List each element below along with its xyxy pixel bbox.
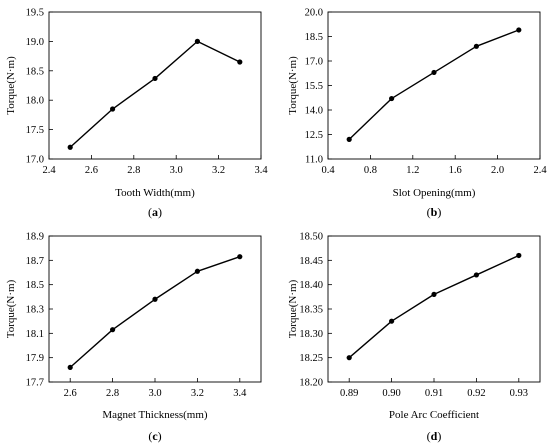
data-point [110,106,116,112]
plot-frame [48,235,262,383]
plot-frame [48,11,262,160]
data-point [152,296,158,302]
panel-b: 0.4 0.8 1.2 1.6 2.0 2.4 11.0 12.5 14.0 15.5 17.0 18… [287,8,547,220]
x-tick-label: 1.2 [406,165,419,176]
y-tick-label: 18.7 [26,256,44,267]
data-point [473,272,479,278]
data-point [389,95,395,102]
series-line [69,40,241,148]
data-point [516,27,522,33]
y-tick-label: 17.5 [26,125,44,136]
series-line [69,256,241,368]
data-point [431,69,437,76]
y-axis-title: Torque(N·m) [287,56,299,115]
y-tick-label: 18.25 [299,353,323,364]
data-point [346,355,352,361]
y-tick-label: 18.5 [26,280,44,291]
y-tick-label: 11.0 [305,155,323,166]
x-tick-label: 2.8 [106,388,119,399]
x-tick-label: 0.89 [340,388,358,399]
panel-label: (a) [148,205,162,219]
x-tick-label: 1.6 [449,165,462,176]
x-tick-label: 3.0 [148,388,161,399]
x-tick-label: 0.93 [510,388,528,399]
y-tick-label: 18.30 [299,329,323,340]
data-point [431,291,437,297]
y-tick-label: 18.3 [26,305,44,316]
y-tick-label: 14.0 [305,106,323,117]
data-point [389,318,395,324]
y-tick-label: 17.0 [26,155,44,166]
x-tick-label: 2.6 [85,165,98,176]
x-axis-title: Magnet Thickness(mm) [102,409,208,421]
y-axis-title: Torque(N·m) [287,279,299,338]
data-point [346,136,352,142]
y-tick-label: 18.35 [299,305,323,316]
data-point [516,252,522,259]
x-axis-title: Pole Arc Coefficient [389,409,479,421]
panel-label: (c) [148,429,161,443]
y-tick-label: 18.20 [299,378,323,389]
y-tick-label: 18.5 [26,66,44,77]
data-point [237,254,243,260]
data-point [110,327,116,333]
x-tick-label: 0.8 [364,165,377,176]
series-line [348,254,520,359]
data-point [194,38,200,45]
panel-a: 2.4 2.6 2.8 3.0 3.2 3.4 17.0 17.5 18.0 18.5 19.0 19… [5,8,268,220]
x-tick-label: 0.4 [321,165,335,176]
plot-frame [327,235,541,383]
x-tick-label: 3.0 [170,165,183,176]
data-point [237,59,243,65]
data-point [67,144,73,150]
data-point [473,43,479,49]
y-tick-label: 20.0 [305,8,323,19]
panel-label: (b) [427,205,442,219]
y-axis-title: Torque(N·m) [5,279,17,338]
x-tick-label: 2.4 [533,165,547,176]
y-tick-label: 18.50 [299,232,323,243]
x-tick-label: 0.90 [382,388,400,399]
x-tick-label: 3.2 [191,388,204,399]
x-tick-label: 2.6 [64,388,77,399]
panel-label: (d) [427,429,442,443]
x-tick-label: 0.91 [425,388,443,399]
y-tick-label: 17.0 [305,57,323,68]
panel-c: 2.6 2.8 3.0 3.2 3.4 17.7 17.9 18.1 18.3 18.5 18.7 1… [5,232,262,443]
data-point [152,75,158,82]
x-tick-label: 2.4 [42,165,56,176]
y-tick-label: 19.0 [26,37,44,48]
y-axis-title: Torque(N·m) [5,56,17,115]
x-axis-title: Tooth Width(mm) [115,187,195,199]
y-tick-label: 19.5 [26,8,44,19]
y-tick-label: 15.5 [305,81,323,92]
series-line [348,29,520,140]
x-axis-title: Slot Opening(mm) [393,187,476,199]
y-tick-label: 17.7 [26,378,44,389]
x-tick-label: 3.4 [254,165,268,176]
y-tick-label: 12.5 [305,130,323,141]
y-tick-label: 18.9 [26,232,44,243]
y-tick-label: 18.45 [299,256,323,267]
x-tick-label: 2.0 [491,165,504,176]
y-tick-label: 17.9 [26,353,44,364]
y-tick-label: 18.0 [26,96,44,107]
x-tick-label: 3.2 [212,165,225,176]
x-tick-label: 3.4 [233,388,247,399]
x-tick-label: 2.8 [127,165,140,176]
data-point [67,364,73,370]
y-tick-label: 18.1 [26,329,44,340]
y-tick-label: 18.40 [299,280,323,291]
data-point [194,268,200,274]
x-tick-label: 0.92 [467,388,485,399]
y-tick-label: 18.5 [305,32,323,43]
panel-d: 0.89 0.90 0.91 0.92 0.93 18.20 18.25 18.30 18.35… [287,232,541,443]
